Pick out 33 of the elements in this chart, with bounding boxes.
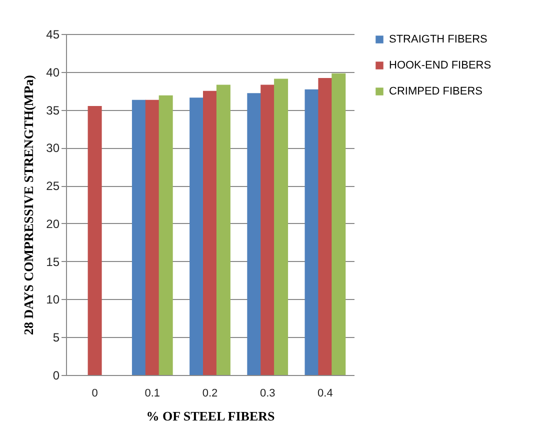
y-tick-label: 20 (46, 216, 60, 231)
x-axis-title: % OF STEEL FIBERS (146, 408, 275, 424)
y-tick-label: 40 (46, 65, 60, 80)
bar (145, 100, 160, 375)
bar (216, 84, 230, 375)
bar (132, 100, 146, 375)
legend-label: CRIMPED FIBERS (389, 86, 483, 98)
legend-label: HOOK-END FIBERS (389, 60, 492, 72)
bar (260, 84, 275, 375)
y-tick-label: 0 (52, 368, 60, 382)
y-tick-label: 45 (46, 28, 60, 42)
bar (332, 73, 346, 375)
bar (318, 78, 332, 375)
bar (203, 90, 217, 375)
bar (247, 93, 262, 375)
y-axis-title: 28 DAYS COMPRESSIVE STRENGTH(MPa) (21, 75, 36, 335)
x-tick-label: 0.4 (318, 388, 333, 400)
y-tick-label: 35 (46, 103, 60, 118)
x-tick-label: 0 (92, 388, 98, 400)
bar (158, 95, 173, 375)
bar (304, 89, 319, 375)
y-tick-label: 30 (46, 141, 60, 156)
y-tick-label: 25 (46, 179, 60, 194)
legend-label: STRAIGTH FIBERS (389, 34, 488, 46)
x-tick-label: 0.2 (202, 388, 218, 400)
y-tick-label: 5 (52, 330, 60, 345)
x-tick-label: 0.3 (260, 388, 276, 400)
bar (88, 106, 102, 375)
x-tick-label: 0.1 (144, 388, 160, 400)
y-tick-label: 15 (46, 254, 60, 269)
y-tick-label: 10 (46, 292, 60, 307)
bar (190, 98, 204, 375)
bar (274, 78, 288, 375)
